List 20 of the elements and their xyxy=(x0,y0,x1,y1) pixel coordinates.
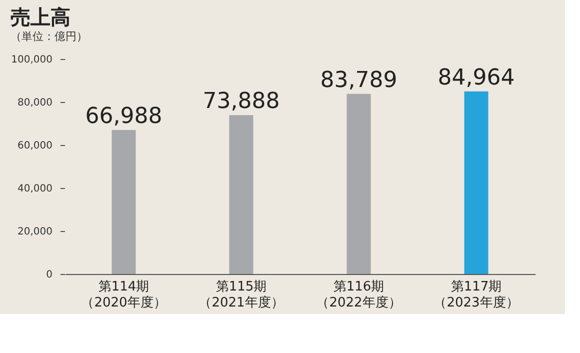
x-tick-label: 第115期（2021年度） xyxy=(198,280,284,310)
y-tick-label: 20,000 xyxy=(18,226,52,238)
y-tick-label: 100,000 xyxy=(11,54,52,66)
bar xyxy=(112,130,136,274)
y-tick-label: 80,000 xyxy=(18,98,52,108)
y-tick-label: 60,000 xyxy=(18,140,52,152)
chart-subtitle: （単位：億円） xyxy=(10,30,88,43)
y-tick-label: 0 xyxy=(46,270,52,280)
data-label: 73,888 xyxy=(202,89,280,114)
x-tick-label: 第117期（2023年度） xyxy=(434,280,519,310)
bar xyxy=(229,115,254,274)
y-tick-label: 40,000 xyxy=(18,184,52,194)
x-tick-label: 第114期（2020年度） xyxy=(81,280,166,310)
bar xyxy=(464,91,488,274)
data-label: 66,988 xyxy=(85,104,162,129)
data-label: 84,964 xyxy=(438,65,515,90)
chart-title: 売上高 xyxy=(10,5,71,29)
x-tick-label: 第116期（2022年度） xyxy=(316,280,402,310)
bar xyxy=(346,94,371,274)
data-label: 83,789 xyxy=(320,68,398,93)
